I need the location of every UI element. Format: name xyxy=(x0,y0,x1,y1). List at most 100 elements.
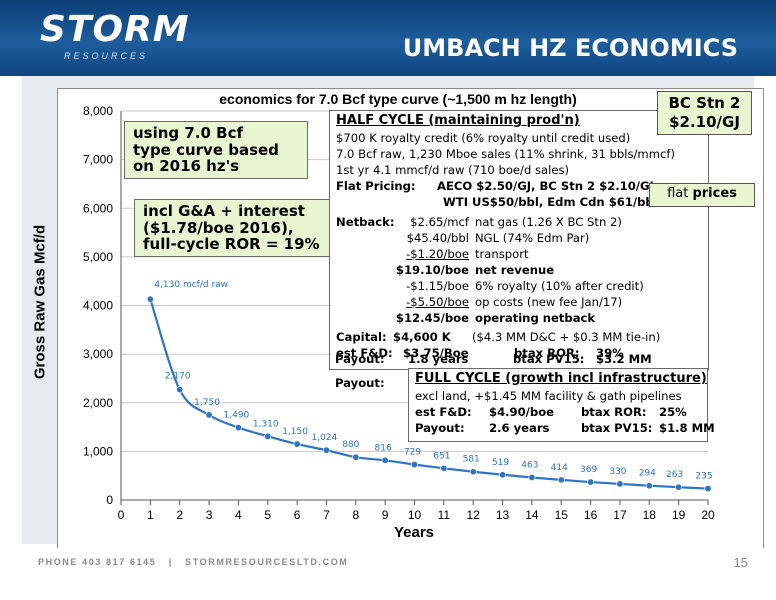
data-label: 263 xyxy=(666,470,683,480)
data-point xyxy=(557,476,565,484)
ga-line: incl G&A + interest xyxy=(143,202,305,220)
data-label: 1,310 xyxy=(253,419,279,429)
x-tick-label: 8 xyxy=(352,508,359,522)
netback-value: -$5.50/boe xyxy=(406,295,469,309)
netback-value: $45.40/bbl xyxy=(406,231,469,245)
x-tick-label: 5 xyxy=(264,508,271,522)
data-label: 816 xyxy=(375,443,392,453)
x-tick-label: 12 xyxy=(467,508,481,522)
data-point xyxy=(352,453,360,461)
data-label: 1,750 xyxy=(194,398,220,408)
x-tick-label: 17 xyxy=(613,508,627,522)
data-point xyxy=(675,483,683,491)
x-tick-label: 7 xyxy=(323,508,330,522)
full-ror-value: 25% xyxy=(659,405,687,419)
capital-desc: ($4.3 MM D&C + $0.3 MM tie-in) xyxy=(472,330,661,344)
data-point xyxy=(293,440,301,448)
netback-desc: nat gas (1.26 X BC Stn 2) xyxy=(475,215,622,229)
x-tick-label: 14 xyxy=(525,508,539,522)
data-label: 581 xyxy=(463,455,480,465)
netback-desc: 6% royalty (10% after credit) xyxy=(475,279,644,293)
footer-contact: PHONE 403 817 6145 | STORMRESOURCESLTD.C… xyxy=(38,557,348,567)
data-point xyxy=(264,432,272,440)
x-tick-label: 16 xyxy=(584,508,598,522)
x-tick-label: 15 xyxy=(555,508,569,522)
half-payout-value: 1.8 years xyxy=(408,352,469,366)
fd-value: $3.75/Boe xyxy=(403,346,469,360)
capital-label: Capital: xyxy=(336,330,387,344)
data-label: 414 xyxy=(551,463,568,473)
data-point xyxy=(146,295,154,303)
y-tick-label: 1,000 xyxy=(83,444,113,458)
bc-station-line: BC Stn 2 xyxy=(668,94,741,112)
data-label: 369 xyxy=(580,465,597,475)
data-point xyxy=(234,424,242,432)
full-payout-label: Payout: xyxy=(415,421,465,435)
pricing-line-1: AECO $2.50/GJ, BC Stn 2 $2.10/GJ xyxy=(437,179,654,193)
y-tick-label: 5,000 xyxy=(83,250,113,264)
netback-value: -$1.15/boe xyxy=(406,279,469,293)
y-tick-label: 7,000 xyxy=(83,153,113,167)
x-tick-label: 19 xyxy=(672,508,686,522)
netback-desc: operating netback xyxy=(475,311,596,325)
data-label: 1,024 xyxy=(312,433,338,443)
data-label: 651 xyxy=(433,451,450,461)
ga-line: full-cycle ROR = 19% xyxy=(143,235,320,253)
netback-desc: NGL (74% Edm Par) xyxy=(475,231,590,245)
raw-sales-text: 7.0 Bcf raw, 1,230 Mboe sales (11% shrin… xyxy=(336,147,675,161)
netback-desc: transport xyxy=(475,247,529,261)
y-tick-label: 2,000 xyxy=(83,396,113,410)
netback-value: $19.10/boe xyxy=(395,263,469,277)
half-cycle-heading: HALF CYCLE (maintaining prod'n) xyxy=(336,113,580,128)
data-label: 1,150 xyxy=(282,427,308,437)
type-curve-line: type curve based xyxy=(133,140,279,159)
bc-price-line: $2.10/GJ xyxy=(669,113,740,131)
payout-label: Payout: xyxy=(335,376,385,390)
x-tick-label: 3 xyxy=(206,508,213,522)
data-point xyxy=(440,464,448,472)
full-fd-label: est F&D: xyxy=(415,405,472,419)
data-point xyxy=(704,485,712,493)
full-fd-value: $4.90/boe xyxy=(489,405,555,419)
footer-website[interactable]: STORMRESOURCESLTD.COM xyxy=(185,557,349,567)
data-point xyxy=(381,456,389,464)
bc-station-price-note: BC Stn 2 $2.10/GJ xyxy=(657,91,752,135)
y-tick-label: 0 xyxy=(106,493,113,507)
data-label: 330 xyxy=(609,467,626,477)
first-year-text: 1st yr 4.1 mmcf/d raw (710 boe/d sales) xyxy=(336,163,570,177)
x-axis-title: Years xyxy=(394,524,434,541)
x-tick-label: 11 xyxy=(438,508,451,522)
full-cycle-heading: FULL CYCLE (growth incl infrastructure) xyxy=(415,371,707,386)
full-pv-label: btax PV15: xyxy=(581,421,653,435)
netback-label: Netback: xyxy=(336,215,395,229)
slide-header: STORM RESOURCES UMBACH HZ ECONOMICS xyxy=(0,0,776,76)
chart-title: economics for 7.0 Bcf type curve (~1,500… xyxy=(219,91,577,107)
pricing-label: Flat Pricing: xyxy=(336,179,416,193)
capital-value: $4,600 K xyxy=(393,330,451,344)
y-tick-label: 4,000 xyxy=(83,299,113,313)
y-tick-label: 8,000 xyxy=(83,104,113,118)
data-point xyxy=(528,473,536,481)
netback-desc: net revenue xyxy=(475,263,555,277)
footer xyxy=(0,548,776,574)
ror-label: btax ROR: xyxy=(514,346,580,360)
data-point xyxy=(469,468,477,476)
fd-label: est F&D: xyxy=(336,346,393,360)
type-curve-line: on 2016 hz's xyxy=(133,157,240,175)
y-tick-label: 3,000 xyxy=(83,347,113,361)
ror-value: 39% xyxy=(596,346,624,360)
half-cycle-box: HALF CYCLE (maintaining prod'n) $700 K r… xyxy=(329,110,709,370)
half-pv-value: $3.2 MM xyxy=(596,352,652,366)
data-point xyxy=(645,482,653,490)
data-point xyxy=(587,478,595,486)
ga-line: ($1.78/boe 2016), xyxy=(143,218,294,237)
data-label: 235 xyxy=(695,472,712,482)
y-axis-title: Gross Raw Gas Mcf/d xyxy=(31,224,49,380)
type-curve-line: using 7.0 Bcf xyxy=(133,124,244,142)
netback-value: $2.65/mcf xyxy=(410,215,469,229)
data-label: 2,170 xyxy=(165,372,191,382)
x-tick-label: 2 xyxy=(176,508,183,522)
data-point xyxy=(205,411,213,419)
data-label: 4,130 mcf/d raw xyxy=(154,280,228,290)
data-label: 463 xyxy=(521,460,538,470)
